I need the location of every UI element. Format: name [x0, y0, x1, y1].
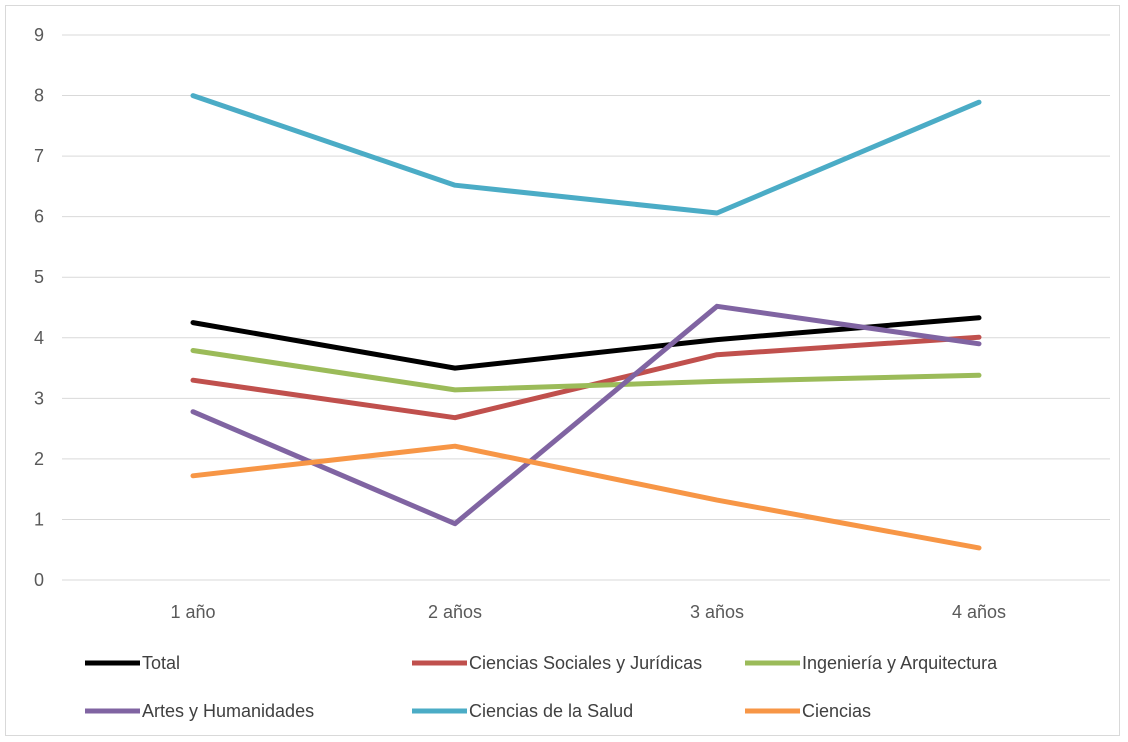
x-tick-label: 3 años	[690, 602, 744, 622]
legend-label: Total	[142, 653, 180, 673]
series-line-0	[190, 315, 982, 371]
y-tick-label: 8	[34, 86, 44, 106]
legend-label: Ciencias de la Salud	[469, 701, 633, 721]
y-tick-label: 9	[34, 25, 44, 45]
y-tick-label: 7	[34, 146, 44, 166]
chart-frame	[5, 5, 1120, 736]
x-tick-label: 2 años	[428, 602, 482, 622]
series-line-2	[190, 348, 982, 393]
y-tick-label: 4	[34, 328, 44, 348]
series-line-4	[190, 93, 982, 216]
x-tick-label: 1 año	[170, 602, 215, 622]
y-axis-ticks: 0 1 2 3 4 5 6 7 8 9	[34, 25, 44, 590]
y-tick-label: 2	[34, 449, 44, 469]
legend-label: Artes y Humanidades	[142, 701, 314, 721]
series-line-3	[190, 303, 982, 527]
y-tick-label: 5	[34, 267, 44, 287]
legend-label: Ingeniería y Arquitectura	[802, 653, 998, 673]
legend-label: Ciencias Sociales y Jurídicas	[469, 653, 702, 673]
series-lines	[190, 93, 982, 551]
y-tick-label: 6	[34, 207, 44, 227]
series-line-5	[190, 443, 982, 551]
y-tick-label: 3	[34, 388, 44, 408]
x-axis-ticks: 1 año 2 años 3 años 4 años	[170, 602, 1006, 622]
y-tick-label: 1	[34, 509, 44, 529]
gridlines	[62, 34, 1110, 581]
x-tick-label: 4 años	[952, 602, 1006, 622]
legend: Total Ciencias Sociales y Jurídicas Ingeni…	[85, 653, 998, 721]
y-tick-label: 0	[34, 570, 44, 590]
legend-label: Ciencias	[802, 701, 871, 721]
